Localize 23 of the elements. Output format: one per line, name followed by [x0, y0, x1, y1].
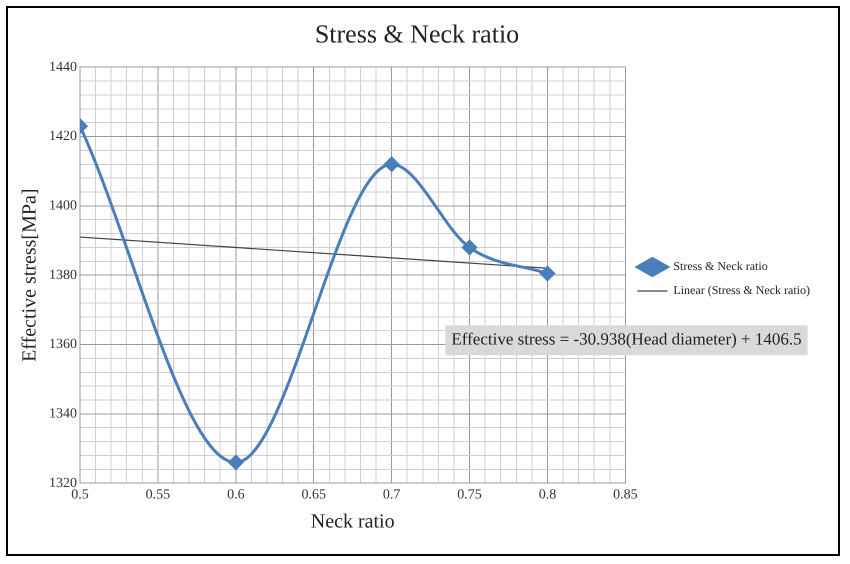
chart-title: Stress & Neck ratio — [314, 19, 520, 48]
x-tick-label: 0.7 — [382, 487, 400, 502]
x-axis-title: Neck ratio — [310, 510, 395, 532]
annotation: Effective stress = -30.938(Head diameter) + 1406.5 — [451, 330, 802, 349]
y-tick-label: 1400 — [49, 198, 77, 214]
y-tick-label: 1340 — [49, 406, 77, 422]
x-tick-label: 0.6 — [227, 487, 245, 502]
x-tick-label: 0.65 — [301, 487, 326, 502]
y-tick-label: 1360 — [49, 337, 77, 352]
point — [540, 266, 555, 281]
y-tick-label: 1440 — [49, 60, 77, 75]
y-tick-label: 1420 — [49, 129, 77, 144]
legend-label: Linear (Stress & Neck ratio) — [673, 283, 810, 298]
y-axis-title: Effective stress[MPa] — [18, 188, 40, 362]
legend-label: Stress & Neck ratio — [673, 259, 768, 274]
x-tick-label: 0.5 — [71, 487, 89, 502]
x-tick-label: 0.85 — [613, 487, 638, 502]
x-tick-label: 0.8 — [538, 487, 556, 502]
x-tick-label: 0.55 — [146, 487, 170, 502]
y-tick-label: 1380 — [49, 268, 77, 283]
x-tick-label: 0.75 — [457, 487, 482, 502]
point — [462, 240, 478, 255]
point — [384, 156, 400, 172]
